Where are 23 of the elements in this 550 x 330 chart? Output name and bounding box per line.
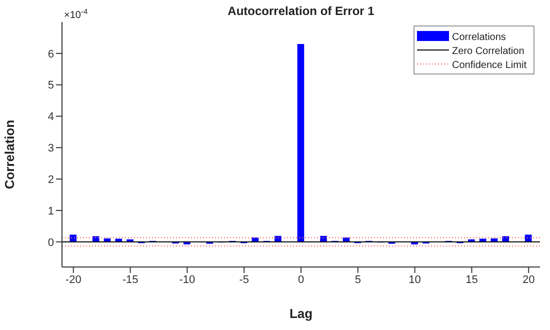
y-axis-title: Correlation — [2, 120, 17, 190]
x-tick-label: -5 — [239, 274, 249, 286]
legend-label: Zero Correlation — [452, 46, 524, 57]
legend-label: Correlations — [452, 32, 506, 43]
y-tick-label: 2 — [48, 174, 54, 186]
x-tick-label: -10 — [179, 274, 196, 286]
x-tick-label: 5 — [354, 274, 361, 286]
legend-label: Confidence Limit — [452, 60, 527, 71]
x-tick-label: 10 — [408, 274, 421, 286]
y-tick-label: 4 — [48, 111, 54, 124]
y-tick-label: 5 — [48, 80, 54, 92]
y-tick-label: 3 — [48, 142, 54, 155]
text: ×10$^{-4}$ — [64, 6, 88, 21]
x-tick-label: -20 — [65, 274, 82, 286]
y-tick-label: 6 — [48, 48, 54, 60]
chart-title: Autocorrelation of Error 1 — [228, 4, 375, 18]
x-tick-label: 0 — [298, 274, 304, 286]
y-tick-label: 1 — [48, 205, 54, 218]
x-tick-label: 20 — [522, 274, 535, 286]
x-tick-label: -15 — [122, 274, 138, 286]
x-axis-title: Lag — [289, 306, 313, 321]
x-tick-label: 15 — [466, 274, 478, 286]
y-tick-label: 0 — [48, 236, 54, 249]
